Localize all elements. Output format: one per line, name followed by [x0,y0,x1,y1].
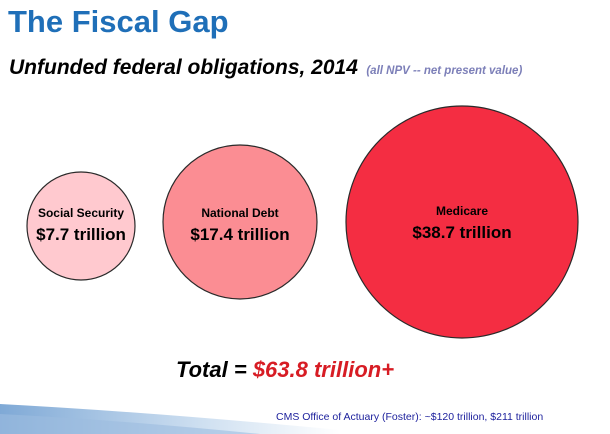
footer-swoosh [0,404,340,434]
subtitle-row: Unfunded federal obligations, 2014 (all … [9,56,522,80]
bubble-national-debt-value: $17.4 trillion [190,225,289,244]
bubble-medicare-circle [345,105,579,339]
bubble-national-debt: National Debt $17.4 trillion [162,144,318,300]
subtitle-note: (all NPV -- net present value) [366,65,523,77]
bubble-social-security: Social Security $7.7 trillion [26,171,136,281]
bubble-social-security-value: $7.7 trillion [36,225,126,244]
source-note: CMS Office of Actuary (Foster): ~$120 tr… [276,411,544,423]
total-row: Total = $63.8 trillion+ [176,357,394,383]
bubble-medicare-name: Medicare [436,204,488,218]
bubble-social-security-circle [26,171,136,281]
subtitle: Unfunded federal obligations, 2014 [9,56,358,79]
bubble-national-debt-name: National Debt [201,206,278,220]
bubble-medicare-value: $38.7 trillion [412,223,511,242]
bubble-social-security-name: Social Security [38,206,124,220]
bubble-medicare: Medicare $38.7 trillion [345,105,579,339]
slide-title: The Fiscal Gap [8,4,229,39]
total-label: Total = [176,357,253,382]
total-value: $63.8 trillion+ [252,357,395,382]
bubble-national-debt-circle [162,144,318,300]
